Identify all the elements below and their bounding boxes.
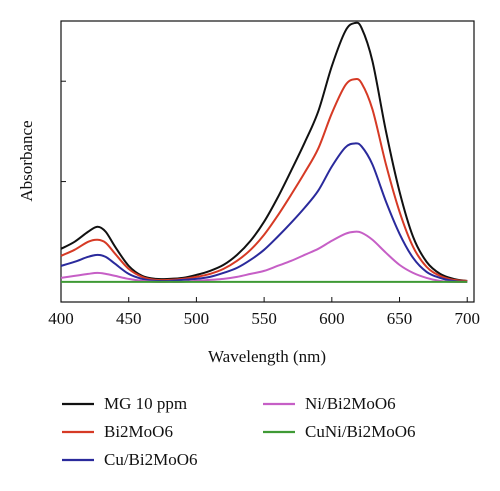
series-line-2 [60,142,468,283]
legend: MG 10 ppm Bi2MoO6 Cu/Bi2MoO6 Ni/Bi2MoO6 CuNi… [62,394,416,469]
series-line-0 [60,21,468,282]
series-lines [60,21,468,284]
x-tick-label: 400 [48,309,74,328]
series-line-3 [60,230,468,284]
legend-label: Bi2MoO6 [104,422,173,441]
legend-label: MG 10 ppm [104,394,187,413]
legend-label: Ni/Bi2MoO6 [305,394,396,413]
y-axis-title: Absorbance [17,120,36,201]
series-line-1 [60,77,468,282]
x-tick-label: 600 [319,309,345,328]
legend-label: CuNi/Bi2MoO6 [305,422,416,441]
x-tick-label: 650 [387,309,413,328]
x-tick-label: 550 [251,309,277,328]
legend-label: Cu/Bi2MoO6 [104,450,198,469]
x-axis-ticks: 400 450 500 550 600 650 700 [48,297,480,328]
x-tick-label: 450 [116,309,142,328]
plot-frame [60,20,475,303]
x-axis-title: Wavelength (nm) [208,347,326,366]
x-tick-label: 700 [454,309,480,328]
y-axis-ticks [61,80,66,283]
x-tick-label: 500 [184,309,210,328]
